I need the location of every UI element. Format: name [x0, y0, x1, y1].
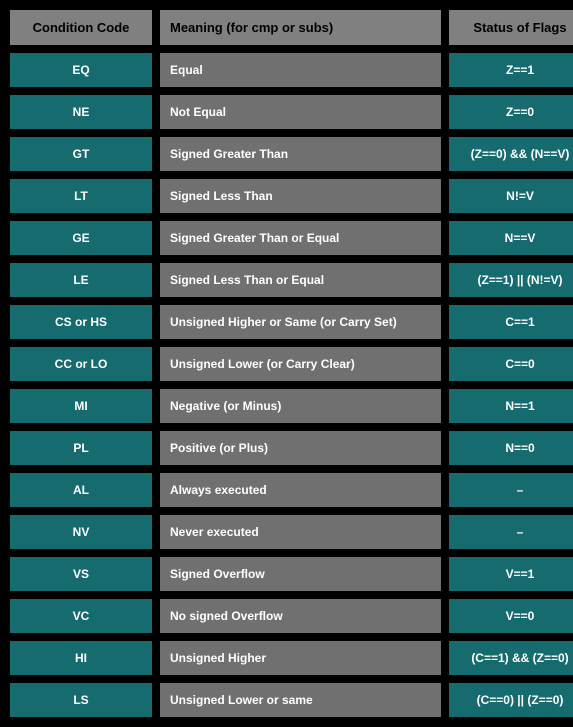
- table-row: ALAlways executed–: [8, 471, 573, 509]
- table-body: EQEqualZ==1NENot EqualZ==0GTSigned Great…: [8, 51, 573, 719]
- meaning-cell: Equal: [158, 51, 443, 89]
- meaning-cell: Unsigned Higher or Same (or Carry Set): [158, 303, 443, 341]
- table-row: NENot EqualZ==0: [8, 93, 573, 131]
- table-row: GESigned Greater Than or EqualN==V: [8, 219, 573, 257]
- flags-cell: N==V: [447, 219, 573, 257]
- code-cell: PL: [8, 429, 154, 467]
- table-row: HIUnsigned Higher(C==1) && (Z==0): [8, 639, 573, 677]
- table-row: CC or LOUnsigned Lower (or Carry Clear)C…: [8, 345, 573, 383]
- flags-cell: C==0: [447, 345, 573, 383]
- code-cell: NV: [8, 513, 154, 551]
- code-cell: CS or HS: [8, 303, 154, 341]
- flags-cell: (Z==1) || (N!=V): [447, 261, 573, 299]
- meaning-cell: Negative (or Minus): [158, 387, 443, 425]
- flags-cell: N==0: [447, 429, 573, 467]
- code-cell: VS: [8, 555, 154, 593]
- table-row: VSSigned OverflowV==1: [8, 555, 573, 593]
- code-cell: AL: [8, 471, 154, 509]
- flags-cell: Z==1: [447, 51, 573, 89]
- code-cell: LT: [8, 177, 154, 215]
- code-cell: MI: [8, 387, 154, 425]
- table-row: LSUnsigned Lower or same(C==0) || (Z==0): [8, 681, 573, 719]
- code-cell: VC: [8, 597, 154, 635]
- flags-cell: V==0: [447, 597, 573, 635]
- table-row: CS or HSUnsigned Higher or Same (or Carr…: [8, 303, 573, 341]
- table-row: LTSigned Less ThanN!=V: [8, 177, 573, 215]
- code-cell: GE: [8, 219, 154, 257]
- code-cell: CC or LO: [8, 345, 154, 383]
- flags-cell: –: [447, 513, 573, 551]
- meaning-cell: Signed Less Than: [158, 177, 443, 215]
- meaning-cell: Unsigned Lower or same: [158, 681, 443, 719]
- meaning-cell: No signed Overflow: [158, 597, 443, 635]
- table-row: GTSigned Greater Than(Z==0) && (N==V): [8, 135, 573, 173]
- meaning-cell: Signed Greater Than: [158, 135, 443, 173]
- flags-cell: –: [447, 471, 573, 509]
- table-row: PLPositive (or Plus)N==0: [8, 429, 573, 467]
- table-row: EQEqualZ==1: [8, 51, 573, 89]
- code-cell: EQ: [8, 51, 154, 89]
- table-row: MINegative (or Minus)N==1: [8, 387, 573, 425]
- flags-cell: N!=V: [447, 177, 573, 215]
- meaning-cell: Always executed: [158, 471, 443, 509]
- header-condition-code: Condition Code: [8, 8, 154, 47]
- table-row: VCNo signed OverflowV==0: [8, 597, 573, 635]
- condition-code-table: Condition Code Meaning (for cmp or subs)…: [4, 4, 573, 723]
- table-row: NVNever executed–: [8, 513, 573, 551]
- meaning-cell: Unsigned Higher: [158, 639, 443, 677]
- meaning-cell: Signed Less Than or Equal: [158, 261, 443, 299]
- flags-cell: C==1: [447, 303, 573, 341]
- flags-cell: N==1: [447, 387, 573, 425]
- code-cell: NE: [8, 93, 154, 131]
- flags-cell: V==1: [447, 555, 573, 593]
- meaning-cell: Signed Overflow: [158, 555, 443, 593]
- meaning-cell: Unsigned Lower (or Carry Clear): [158, 345, 443, 383]
- table-row: LESigned Less Than or Equal(Z==1) || (N!…: [8, 261, 573, 299]
- flags-cell: Z==0: [447, 93, 573, 131]
- meaning-cell: Signed Greater Than or Equal: [158, 219, 443, 257]
- flags-cell: (C==0) || (Z==0): [447, 681, 573, 719]
- meaning-cell: Not Equal: [158, 93, 443, 131]
- condition-code-table-container: Condition Code Meaning (for cmp or subs)…: [0, 0, 573, 727]
- flags-cell: (C==1) && (Z==0): [447, 639, 573, 677]
- code-cell: GT: [8, 135, 154, 173]
- code-cell: LE: [8, 261, 154, 299]
- header-meaning: Meaning (for cmp or subs): [158, 8, 443, 47]
- code-cell: HI: [8, 639, 154, 677]
- meaning-cell: Positive (or Plus): [158, 429, 443, 467]
- header-flags: Status of Flags: [447, 8, 573, 47]
- code-cell: LS: [8, 681, 154, 719]
- flags-cell: (Z==0) && (N==V): [447, 135, 573, 173]
- meaning-cell: Never executed: [158, 513, 443, 551]
- table-header-row: Condition Code Meaning (for cmp or subs)…: [8, 8, 573, 47]
